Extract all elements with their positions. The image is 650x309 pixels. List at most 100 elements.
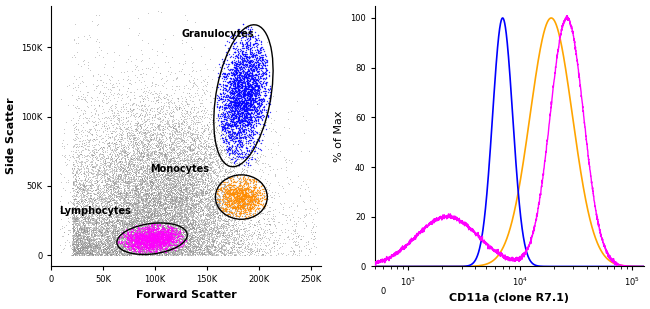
Point xyxy=(200,149,211,154)
Point xyxy=(120,151,130,156)
Point xyxy=(164,134,175,139)
Point xyxy=(248,193,258,197)
Point xyxy=(70,227,80,232)
Point xyxy=(118,222,129,226)
Point xyxy=(107,211,118,216)
Point xyxy=(138,216,149,221)
Point xyxy=(71,250,81,255)
Point xyxy=(141,247,151,252)
Point xyxy=(227,188,238,193)
Point xyxy=(160,233,170,238)
Point xyxy=(240,112,251,116)
Point xyxy=(148,229,159,234)
Point xyxy=(232,91,242,96)
Point xyxy=(164,170,175,175)
Point xyxy=(243,158,254,163)
Point xyxy=(142,155,153,160)
Point xyxy=(145,238,155,243)
Point xyxy=(157,127,168,132)
Point xyxy=(105,235,115,240)
Point xyxy=(227,187,237,192)
Point xyxy=(170,137,181,142)
Point xyxy=(222,237,232,242)
Point xyxy=(240,28,250,33)
Point xyxy=(244,121,254,125)
Point xyxy=(138,238,148,243)
Point xyxy=(168,125,178,130)
Point xyxy=(235,127,246,132)
Point xyxy=(93,249,103,254)
Point xyxy=(217,231,228,235)
Point xyxy=(85,220,96,225)
Point xyxy=(163,249,174,254)
Point xyxy=(153,91,164,95)
Point xyxy=(151,220,161,225)
Point xyxy=(117,165,127,170)
Point xyxy=(114,151,125,156)
Point xyxy=(223,192,233,197)
Point xyxy=(98,191,108,196)
Point xyxy=(220,162,231,167)
Point xyxy=(152,209,162,214)
Point xyxy=(132,242,142,247)
Point xyxy=(261,71,271,76)
Point xyxy=(169,219,179,224)
Point xyxy=(86,229,96,234)
Point xyxy=(155,178,166,183)
Point xyxy=(168,183,178,188)
Point xyxy=(174,144,184,149)
Point xyxy=(72,221,83,226)
Point xyxy=(151,234,162,239)
Point xyxy=(109,229,120,234)
Point xyxy=(81,248,91,253)
Point xyxy=(116,236,127,241)
Point xyxy=(198,107,209,112)
Point xyxy=(107,170,117,175)
Point xyxy=(138,149,149,154)
Point xyxy=(93,253,103,258)
Point xyxy=(118,235,129,240)
Point xyxy=(207,231,218,235)
Point xyxy=(88,237,99,242)
Point xyxy=(214,199,224,204)
Point xyxy=(69,38,79,43)
Point xyxy=(130,182,140,187)
Point xyxy=(232,132,242,137)
Point xyxy=(151,245,161,250)
Point xyxy=(154,194,164,199)
Point xyxy=(285,249,295,254)
Point xyxy=(187,236,197,241)
Point xyxy=(168,128,178,133)
Point xyxy=(120,197,130,202)
Point xyxy=(243,162,254,167)
Point xyxy=(176,180,187,185)
Point xyxy=(77,204,88,209)
Point xyxy=(242,141,253,146)
Point xyxy=(168,238,179,243)
Point xyxy=(82,209,92,214)
Point xyxy=(109,244,119,249)
X-axis label: CD11a (clone R7.1): CD11a (clone R7.1) xyxy=(450,294,569,303)
Point xyxy=(219,108,229,112)
Point xyxy=(246,74,257,79)
Point xyxy=(108,85,118,90)
Point xyxy=(243,45,254,50)
Point xyxy=(142,224,153,229)
Point xyxy=(174,236,184,241)
Point xyxy=(159,238,169,243)
Point xyxy=(100,213,110,218)
Point xyxy=(159,182,170,187)
Point xyxy=(109,144,120,149)
Point xyxy=(72,221,82,226)
Point xyxy=(226,227,237,232)
Point xyxy=(243,46,254,51)
Point xyxy=(183,205,194,210)
Point xyxy=(99,218,109,223)
Point xyxy=(122,213,132,218)
Point xyxy=(159,247,169,252)
Point xyxy=(161,248,171,252)
Point xyxy=(229,65,239,70)
Point xyxy=(138,205,149,210)
Point xyxy=(135,235,145,240)
Point xyxy=(156,167,166,172)
